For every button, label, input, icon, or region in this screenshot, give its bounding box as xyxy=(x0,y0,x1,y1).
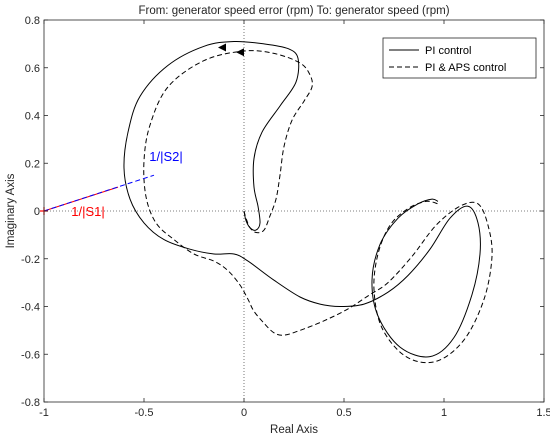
tick-layer: -1 -0.5 0 0.5 1 1.5 -0.8 -0.6 -0.4 -0.2 0 0.2 0.4 0.6… xyxy=(21,15,550,419)
direction-arrow-2 xyxy=(236,48,244,57)
x-tick-label: 1 xyxy=(441,407,447,419)
direction-arrow-1 xyxy=(218,43,226,52)
series-layer xyxy=(43,40,493,364)
y-tick-label: 0.2 xyxy=(25,158,40,170)
y-tick-label: -0.8 xyxy=(21,397,40,409)
series-line-pi-control xyxy=(123,40,481,358)
x-tick-label: -1 xyxy=(39,407,49,419)
reference-lines xyxy=(44,20,544,402)
legend: PI control PI & APS control xyxy=(382,37,537,79)
series-line-vector-3 xyxy=(43,174,155,212)
annotation-layer: 1/|S2| 1/|S1| xyxy=(71,149,183,219)
legend-label-pi-aps-control: PI & APS control xyxy=(425,62,506,74)
x-tick-label: 1.5 xyxy=(536,407,550,419)
y-tick-label: 0.8 xyxy=(25,15,40,27)
y-tick-label: -0.2 xyxy=(21,254,40,266)
x-tick-label: 0.5 xyxy=(336,407,351,419)
annotation-1-s1: 1/|S1| xyxy=(71,204,105,219)
legend-box xyxy=(382,37,537,79)
y-tick-label: -0.4 xyxy=(21,302,40,314)
chart-title: From: generator speed error (rpm) To: ge… xyxy=(138,5,449,17)
legend-label-pi-control: PI control xyxy=(425,45,471,57)
x-tick-label: -0.5 xyxy=(135,407,154,419)
y-tick-label: 0.6 xyxy=(25,63,40,75)
series-line-pi-aps-control xyxy=(143,50,493,364)
x-axis-label: Real Axis xyxy=(270,424,318,436)
arrow-layer xyxy=(218,43,244,57)
annotation-1-s2: 1/|S2| xyxy=(149,149,183,164)
y-tick-label: 0.4 xyxy=(25,111,40,123)
y-tick-label: 0 xyxy=(34,206,40,218)
y-tick-label: -0.6 xyxy=(21,349,40,361)
y-axis-label: Imaginary Axis xyxy=(5,173,17,248)
x-tick-label: 0 xyxy=(241,407,247,419)
